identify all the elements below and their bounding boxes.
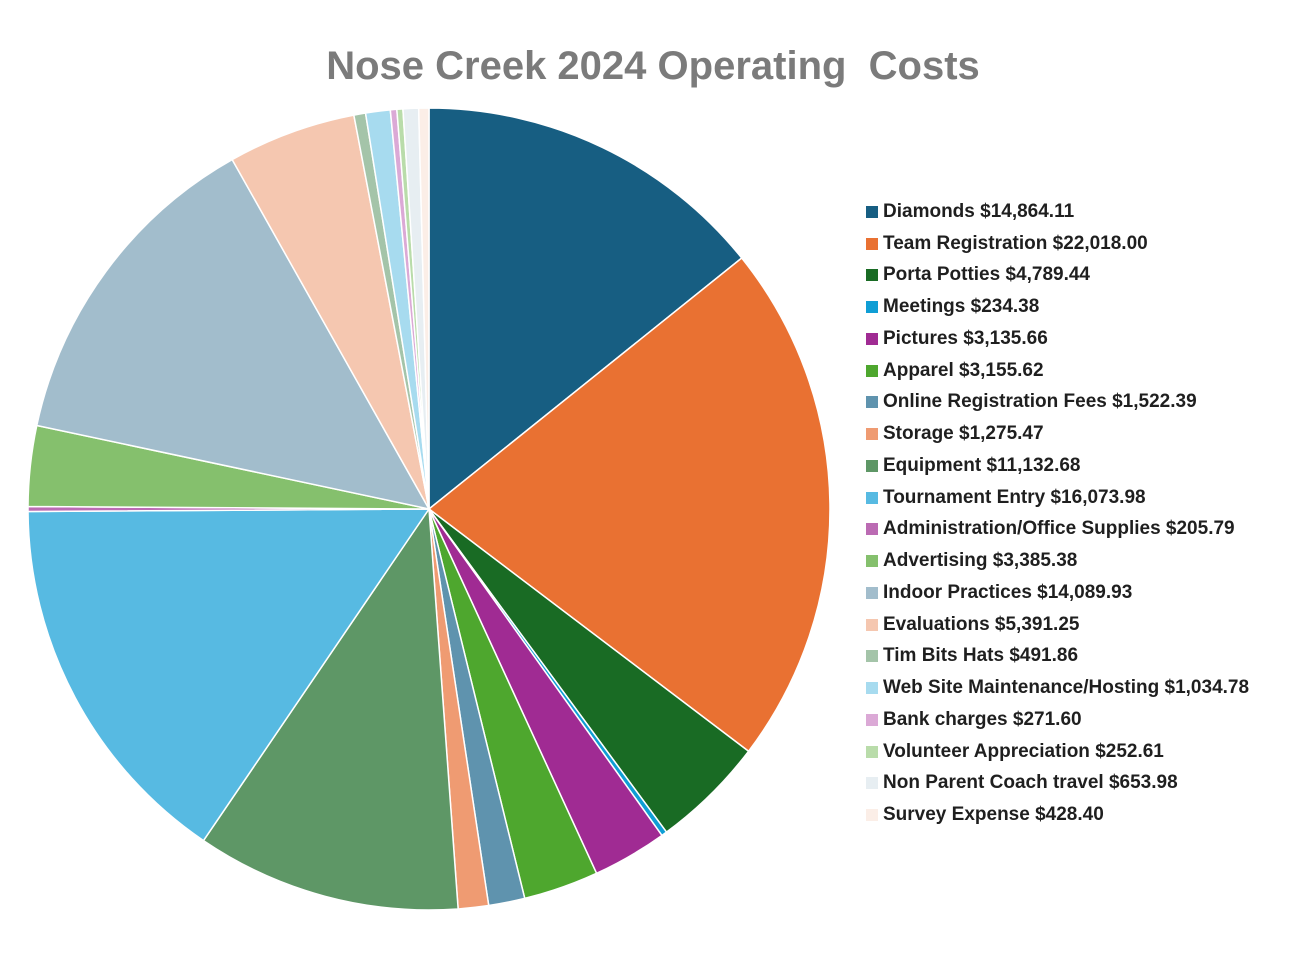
legend-swatch bbox=[866, 332, 878, 345]
legend-item-diamonds: Diamonds $14,864.11 bbox=[866, 196, 1302, 228]
legend-swatch bbox=[866, 745, 878, 758]
legend-label: Diamonds $14,864.11 bbox=[883, 200, 1075, 222]
legend-label: Survey Expense $428.40 bbox=[883, 804, 1104, 826]
legend-item-tournament-entry: Tournament Entry $16,073.98 bbox=[866, 482, 1302, 514]
legend-swatch bbox=[866, 555, 878, 568]
legend-label: Online Registration Fees $1,522.39 bbox=[883, 391, 1197, 413]
legend-item-team-registration: Team Registration $22,018.00 bbox=[866, 228, 1302, 260]
legend-item-survey-expense: Survey Expense $428.40 bbox=[866, 799, 1302, 831]
legend-swatch bbox=[866, 713, 878, 726]
legend-item-volunteer-appreciation: Volunteer Appreciation $252.61 bbox=[866, 736, 1302, 768]
pie-slice-equipment bbox=[202, 508, 459, 911]
legend-item-administration-office-supplies: Administration/Office Supplies $205.79 bbox=[866, 514, 1302, 546]
legend-label: Non Parent Coach travel $653.98 bbox=[883, 772, 1178, 794]
pie-slice-tournament-entry bbox=[27, 508, 430, 842]
legend-label: Advertising $3,385.38 bbox=[883, 550, 1078, 572]
legend-item-evaluations: Evaluations $5,391.25 bbox=[866, 609, 1302, 641]
legend-label: Storage $1,275.47 bbox=[883, 423, 1044, 445]
pie-slice-diamonds bbox=[428, 107, 743, 510]
legend-swatch bbox=[866, 205, 878, 218]
legend-label: Web Site Maintenance/Hosting $1,034.78 bbox=[883, 677, 1250, 699]
legend-item-bank-charges: Bank charges $271.60 bbox=[866, 704, 1302, 736]
legend-label: Evaluations $5,391.25 bbox=[883, 613, 1080, 635]
legend-item-advertising: Advertising $3,385.38 bbox=[866, 545, 1302, 577]
legend-swatch bbox=[866, 682, 878, 695]
legend-label: Tim Bits Hats $491.86 bbox=[883, 645, 1079, 667]
legend-item-porta-potties: Porta Potties $4,789.44 bbox=[866, 260, 1302, 292]
pie-slices bbox=[27, 107, 831, 911]
legend-label: Meetings $234.38 bbox=[883, 296, 1040, 318]
legend-item-online-registration-fees: Online Registration Fees $1,522.39 bbox=[866, 387, 1302, 419]
legend-label: Team Registration $22,018.00 bbox=[883, 232, 1148, 254]
legend-swatch bbox=[866, 364, 878, 377]
legend-swatch bbox=[866, 586, 878, 599]
pie-slice-team-registration bbox=[428, 257, 831, 753]
legend-label: Administration/Office Supplies $205.79 bbox=[883, 518, 1235, 540]
legend-label: Porta Potties $4,789.44 bbox=[883, 264, 1090, 286]
legend-item-tim-bits-hats: Tim Bits Hats $491.86 bbox=[866, 641, 1302, 673]
legend-item-apparel: Apparel $3,155.62 bbox=[866, 355, 1302, 387]
pie-slice-indoor-practices bbox=[36, 158, 430, 510]
legend-label: Indoor Practices $14,089.93 bbox=[883, 581, 1133, 603]
legend-label: Volunteer Appreciation $252.61 bbox=[883, 740, 1164, 762]
legend-swatch bbox=[866, 301, 878, 314]
legend-swatch bbox=[866, 237, 878, 250]
legend-item-pictures: Pictures $3,135.66 bbox=[866, 323, 1302, 355]
legend-swatch bbox=[866, 777, 878, 790]
legend-swatch bbox=[866, 491, 878, 504]
legend-label: Apparel $3,155.62 bbox=[883, 359, 1044, 381]
legend-swatch bbox=[866, 428, 878, 441]
legend-swatch bbox=[866, 523, 878, 536]
legend-swatch bbox=[866, 809, 878, 822]
legend-label: Equipment $11,132.68 bbox=[883, 454, 1081, 476]
legend-item-equipment: Equipment $11,132.68 bbox=[866, 450, 1302, 482]
pie-chart bbox=[27, 107, 831, 911]
legend-label: Bank charges $271.60 bbox=[883, 708, 1082, 730]
legend-swatch bbox=[866, 269, 878, 282]
legend-item-web-site-maintenance-hosting: Web Site Maintenance/Hosting $1,034.78 bbox=[866, 672, 1302, 704]
legend-swatch bbox=[866, 618, 878, 631]
chart-title: Nose Creek 2024 Operating Costs bbox=[326, 44, 980, 88]
legend-swatch bbox=[866, 396, 878, 409]
chart-legend: Diamonds $14,864.11 Team Registration $22… bbox=[866, 196, 1302, 831]
legend-label: Pictures $3,135.66 bbox=[883, 327, 1048, 349]
legend-label: Tournament Entry $16,073.98 bbox=[883, 486, 1146, 508]
legend-item-non-parent-coach-travel: Non Parent Coach travel $653.98 bbox=[866, 768, 1302, 800]
legend-item-meetings: Meetings $234.38 bbox=[866, 291, 1302, 323]
legend-swatch bbox=[866, 650, 878, 663]
legend-item-storage: Storage $1,275.47 bbox=[866, 418, 1302, 450]
legend-item-indoor-practices: Indoor Practices $14,089.93 bbox=[866, 577, 1302, 609]
pie-slice-survey-expense bbox=[417, 107, 430, 510]
legend-swatch bbox=[866, 459, 878, 472]
